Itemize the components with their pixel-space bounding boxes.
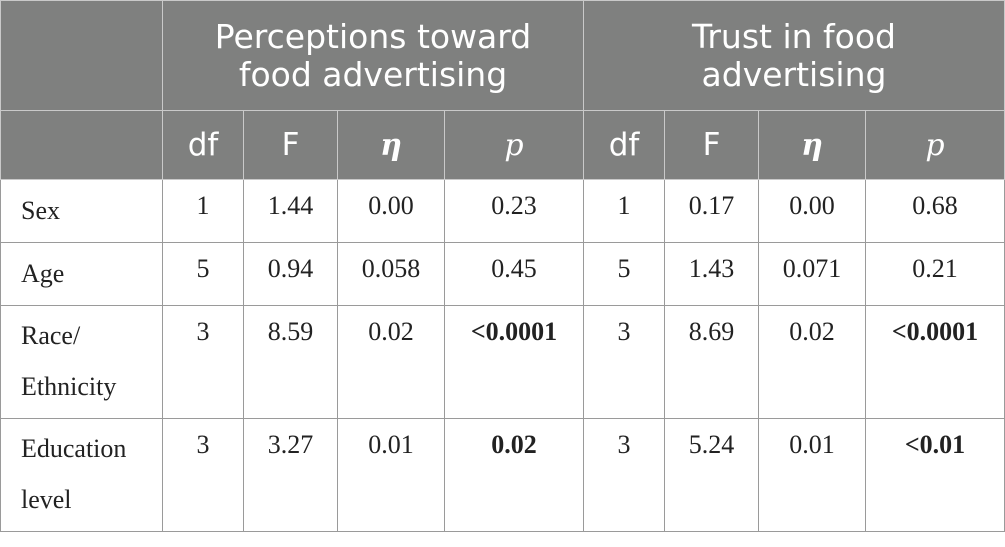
table-cell: 3.27 <box>243 418 338 532</box>
table-cell: 0.21 <box>865 242 1005 306</box>
table-cell: 1 <box>162 179 244 243</box>
row-label-line: level <box>21 485 72 514</box>
table-cell: 8.59 <box>243 305 338 419</box>
column-header-eta: η <box>337 110 445 180</box>
table-cell: 0.94 <box>243 242 338 306</box>
group-header-row: Perceptions toward food advertising Trus… <box>0 0 1005 111</box>
table-body: Sex 1 1.44 0.00 0.23 1 0.17 0.00 0.68 Age 5 0.94 0.0… <box>0 179 1005 532</box>
group-header-line: Trust in food <box>692 16 896 56</box>
row-label-line: Sex <box>21 196 60 225</box>
table-cell: 0.02 <box>337 305 445 419</box>
table-cell: 0.68 <box>865 179 1005 243</box>
table-cell: 1 <box>583 179 665 243</box>
table-cell: 0.45 <box>444 242 584 306</box>
table-cell: 0.058 <box>337 242 445 306</box>
table-cell: 3 <box>583 305 665 419</box>
group-header-line: advertising <box>701 54 887 94</box>
table-cell: 8.69 <box>664 305 759 419</box>
table-cell: <0.0001 <box>865 305 1005 419</box>
row-label: Age <box>0 242 163 306</box>
table-cell: 5.24 <box>664 418 759 532</box>
row-label-line: Race/ <box>21 321 81 350</box>
table-cell: 0.01 <box>758 418 866 532</box>
table-cell: 1.44 <box>243 179 338 243</box>
table-cell: 1.43 <box>664 242 759 306</box>
table-row: Sex 1 1.44 0.00 0.23 1 0.17 0.00 0.68 <box>0 179 1005 243</box>
anova-results-table: Perceptions toward food advertising Trus… <box>0 0 1005 532</box>
column-header-row: df F η p df F η p <box>0 110 1005 180</box>
table-cell: 0.071 <box>758 242 866 306</box>
table-cell: 5 <box>583 242 665 306</box>
table-cell: 3 <box>162 418 244 532</box>
row-label: Sex <box>0 179 163 243</box>
row-label-line: Ethnicity <box>21 372 117 401</box>
table-cell: 3 <box>583 418 665 532</box>
table-cell: 0.00 <box>337 179 445 243</box>
stub-header-cell <box>0 0 163 111</box>
table-cell: 0.01 <box>337 418 445 532</box>
row-label: Race/Ethnicity <box>0 305 163 419</box>
table-row: Education level 3 3.27 0.01 0.02 3 5.24 0.01 <0.0… <box>0 418 1005 532</box>
column-header-p: p <box>444 110 584 180</box>
row-label-line: Education <box>21 434 127 463</box>
row-label-line: Age <box>21 259 65 288</box>
column-header-f: F <box>664 110 759 180</box>
table-cell: <0.01 <box>865 418 1005 532</box>
table-row: Age 5 0.94 0.058 0.45 5 1.43 0.071 0.21 <box>0 242 1005 306</box>
column-header-f: F <box>243 110 338 180</box>
column-header-eta: η <box>758 110 866 180</box>
table-cell: 0.23 <box>444 179 584 243</box>
column-header-df: df <box>583 110 665 180</box>
table-cell: 5 <box>162 242 244 306</box>
stub-header-cell <box>0 110 163 180</box>
table-cell: 0.02 <box>444 418 584 532</box>
table-cell: 3 <box>162 305 244 419</box>
table-row: Race/Ethnicity 3 8.59 0.02 <0.0001 3 8.69 0.02 <… <box>0 305 1005 419</box>
group-header-perceptions: Perceptions toward food advertising <box>162 0 584 111</box>
table-cell: 0.02 <box>758 305 866 419</box>
table-cell: <0.0001 <box>444 305 584 419</box>
group-header-trust: Trust in food advertising <box>583 0 1005 111</box>
table-cell: 0.00 <box>758 179 866 243</box>
column-header-p: p <box>865 110 1005 180</box>
column-header-df: df <box>162 110 244 180</box>
group-header-line: Perceptions toward <box>214 16 532 56</box>
group-header-line: food advertising <box>238 54 508 94</box>
table-cell: 0.17 <box>664 179 759 243</box>
row-label: Education level <box>0 418 163 532</box>
